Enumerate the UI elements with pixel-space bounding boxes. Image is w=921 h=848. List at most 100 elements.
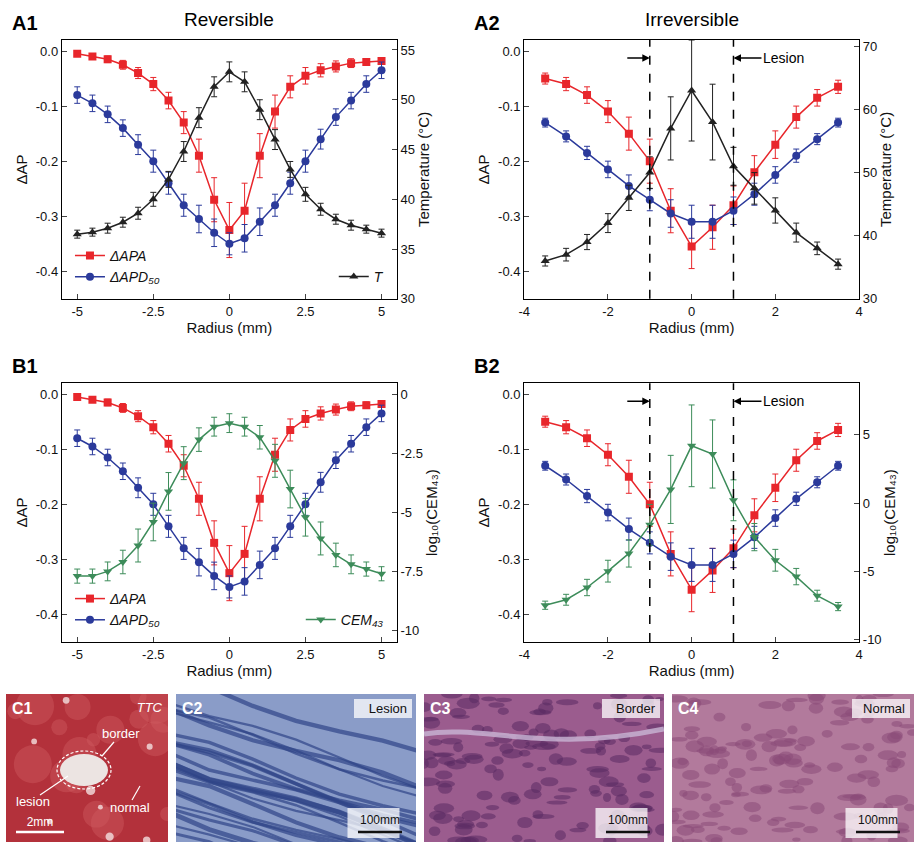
svg-text:Lesion: Lesion: [763, 393, 804, 409]
svg-text:-0.1: -0.1: [36, 99, 58, 114]
svg-text:-5: -5: [71, 647, 83, 662]
svg-text:-0.2: -0.2: [36, 154, 58, 169]
svg-text:45: 45: [401, 142, 415, 157]
svg-text:Radius (mm): Radius (mm): [649, 662, 735, 679]
svg-text:Temperature (°C): Temperature (°C): [415, 112, 432, 227]
svg-text:0: 0: [226, 304, 233, 319]
svg-text:TTC: TTC: [137, 700, 163, 715]
svg-text:log₁₀(CEM₄₃): log₁₀(CEM₄₃): [423, 469, 440, 556]
svg-text:C3: C3: [430, 700, 451, 717]
svg-text:-5: -5: [863, 564, 875, 579]
svg-text:CEM₄₃: CEM₄₃: [341, 612, 384, 628]
svg-text:-0.4: -0.4: [36, 607, 58, 622]
svg-text:40: 40: [863, 228, 877, 243]
svg-text:-2.5: -2.5: [401, 446, 423, 461]
svg-text:B1: B1: [12, 355, 38, 377]
svg-text:4: 4: [855, 647, 862, 662]
svg-text:A1: A1: [12, 12, 38, 34]
svg-text:0: 0: [863, 496, 870, 511]
svg-text:Radius (mm): Radius (mm): [186, 662, 272, 679]
svg-text:Radius (mm): Radius (mm): [649, 319, 735, 336]
svg-text:0.0: 0.0: [40, 387, 58, 402]
svg-text:-7.5: -7.5: [401, 564, 423, 579]
svg-text:border: border: [102, 726, 140, 741]
svg-text:-0.1: -0.1: [498, 442, 520, 457]
svg-text:B2: B2: [474, 355, 500, 377]
svg-text:C1: C1: [12, 700, 33, 717]
svg-text:2: 2: [772, 304, 779, 319]
svg-text:0: 0: [226, 647, 233, 662]
svg-text:55: 55: [401, 43, 415, 58]
svg-text:Lesion: Lesion: [763, 50, 804, 66]
svg-text:-2: -2: [602, 647, 614, 662]
svg-text:-0.4: -0.4: [498, 607, 520, 622]
svg-text:-0.1: -0.1: [498, 99, 520, 114]
svg-text:-0.3: -0.3: [498, 552, 520, 567]
svg-text:-0.1: -0.1: [36, 442, 58, 457]
svg-text:Border: Border: [616, 701, 656, 716]
svg-text:0: 0: [688, 647, 695, 662]
svg-text:0.0: 0.0: [502, 387, 520, 402]
svg-text:ΔAP: ΔAP: [475, 154, 492, 184]
svg-text:Normal: Normal: [863, 701, 905, 716]
svg-text:30: 30: [863, 291, 877, 306]
svg-text:-10: -10: [401, 623, 420, 638]
svg-text:A2: A2: [474, 12, 500, 34]
svg-text:50: 50: [401, 92, 415, 107]
svg-text:-0.3: -0.3: [498, 209, 520, 224]
svg-text:2mm: 2mm: [27, 815, 54, 829]
svg-text:100mm: 100mm: [360, 813, 400, 827]
svg-text:C2: C2: [182, 700, 203, 717]
svg-text:Lesion: Lesion: [369, 701, 407, 716]
svg-text:2.5: 2.5: [296, 304, 314, 319]
svg-text:2: 2: [772, 647, 779, 662]
svg-text:50: 50: [863, 165, 877, 180]
svg-text:-0.2: -0.2: [498, 497, 520, 512]
svg-text:0.0: 0.0: [40, 44, 58, 59]
svg-text:5: 5: [378, 304, 385, 319]
svg-text:ΔAPA: ΔAPA: [109, 248, 146, 264]
svg-text:-4: -4: [518, 304, 530, 319]
svg-text:-2.5: -2.5: [142, 647, 164, 662]
svg-text:60: 60: [863, 102, 877, 117]
svg-text:100mm: 100mm: [608, 813, 648, 827]
svg-text:T: T: [374, 269, 384, 285]
svg-text:normal: normal: [110, 800, 150, 815]
svg-text:ΔAPD₅₀: ΔAPD₅₀: [109, 612, 160, 628]
svg-text:-2: -2: [602, 304, 614, 319]
svg-text:4: 4: [855, 304, 862, 319]
svg-text:-5: -5: [71, 304, 83, 319]
svg-text:Irreversible: Irreversible: [645, 9, 739, 30]
svg-text:ΔAPA: ΔAPA: [109, 591, 146, 607]
svg-text:-5: -5: [401, 505, 413, 520]
svg-text:ΔAP: ΔAP: [13, 498, 30, 528]
svg-text:0: 0: [688, 304, 695, 319]
svg-text:ΔAP: ΔAP: [475, 498, 492, 528]
svg-text:-0.3: -0.3: [36, 209, 58, 224]
svg-text:5: 5: [378, 647, 385, 662]
svg-text:Temperature (°C): Temperature (°C): [877, 112, 894, 227]
svg-text:C4: C4: [678, 700, 699, 717]
svg-text:0: 0: [401, 387, 408, 402]
svg-text:100mm: 100mm: [858, 813, 898, 827]
svg-text:Radius (mm): Radius (mm): [186, 319, 272, 336]
svg-text:-2.5: -2.5: [142, 304, 164, 319]
svg-text:ΔAP: ΔAP: [13, 154, 30, 184]
svg-text:-4: -4: [518, 647, 530, 662]
svg-text:-0.4: -0.4: [36, 264, 58, 279]
svg-text:lesion: lesion: [16, 794, 50, 809]
svg-text:35: 35: [401, 242, 415, 257]
svg-text:-10: -10: [863, 632, 882, 647]
svg-text:40: 40: [401, 192, 415, 207]
svg-text:2.5: 2.5: [296, 647, 314, 662]
svg-text:-0.3: -0.3: [36, 552, 58, 567]
svg-text:70: 70: [863, 39, 877, 54]
svg-text:log₁₀(CEM₄₃): log₁₀(CEM₄₃): [881, 469, 898, 556]
svg-text:30: 30: [401, 291, 415, 306]
svg-text:5: 5: [863, 427, 870, 442]
svg-text:-0.2: -0.2: [498, 154, 520, 169]
svg-text:-0.4: -0.4: [498, 264, 520, 279]
svg-text:-0.2: -0.2: [36, 497, 58, 512]
svg-text:ΔAPD₅₀: ΔAPD₅₀: [109, 269, 160, 285]
svg-text:0.0: 0.0: [502, 44, 520, 59]
